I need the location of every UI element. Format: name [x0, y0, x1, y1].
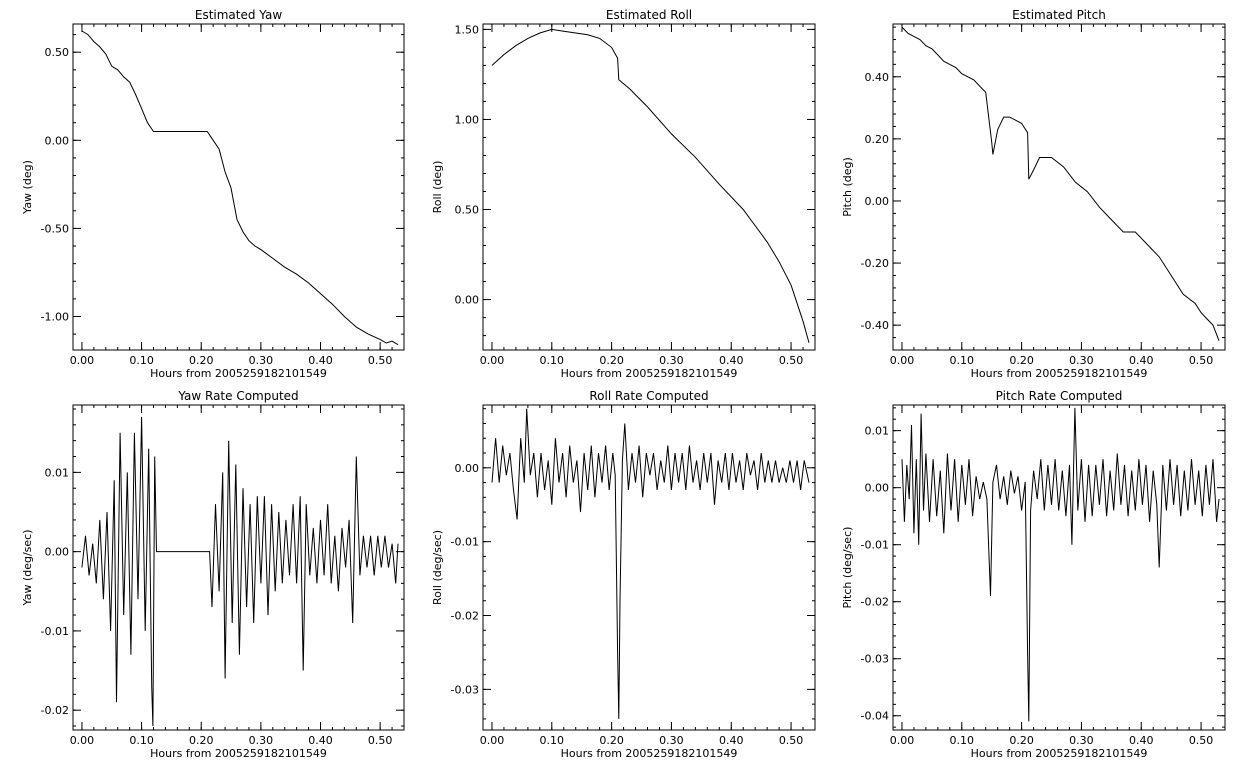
x-tick-label: 0.10: [540, 734, 565, 747]
x-tick-label: 0.00: [890, 734, 915, 747]
y-tick-label: 0.01: [45, 466, 70, 479]
x-tick-label: 0.40: [308, 354, 333, 367]
chart-title: Estimated Pitch: [1012, 8, 1106, 22]
y-axis-label: Pitch (deg/sec): [841, 527, 854, 609]
chart-panel-1: Estimated Yaw Hours from 2005259182101549…: [21, 8, 405, 380]
x-tick-label: 0.00: [70, 354, 95, 367]
x-tick-label: 0.50: [779, 354, 804, 367]
x-tick-label: 0.50: [1189, 734, 1214, 747]
y-tick-label: 0.00: [45, 546, 70, 559]
x-axis-label: Hours from 2005259182101549: [971, 747, 1148, 760]
x-tick-label: 0.30: [249, 354, 274, 367]
x-tick-label: 0.30: [659, 354, 684, 367]
y-tick-label: 0.00: [865, 482, 890, 495]
chart-title: Estimated Roll: [606, 8, 692, 22]
x-tick-label: 0.40: [719, 354, 744, 367]
x-tick-label: 0.20: [599, 734, 624, 747]
x-tick-label: 0.50: [368, 354, 393, 367]
y-tick-label: -0.03: [451, 683, 479, 696]
y-tick-label: 0.00: [455, 294, 480, 307]
y-tick-label: -1.00: [41, 311, 69, 324]
chart-title: Yaw Rate Computed: [177, 389, 298, 403]
y-axis-label: Yaw (deg/sec): [21, 529, 34, 606]
x-tick-label: 0.10: [950, 734, 975, 747]
x-tick-label: 0.40: [1129, 734, 1154, 747]
y-tick-label: -0.03: [861, 653, 889, 666]
y-tick-label: -0.01: [41, 625, 69, 638]
y-tick-label: -0.20: [861, 257, 889, 270]
series-line-1: [491, 28, 810, 343]
y-tick-label: 0.01: [865, 425, 890, 438]
chart-panel-5: Roll Rate Computed Hours from 20052591821…: [431, 389, 816, 760]
y-axis-label: Yaw (deg): [21, 160, 34, 215]
y-axis-label: Pitch (deg): [841, 157, 854, 217]
x-tick-label: 0.20: [189, 734, 214, 747]
x-tick-label: 0.10: [950, 354, 975, 367]
plot-frame: [892, 23, 1226, 351]
y-tick-label: 0.00: [45, 134, 70, 147]
chart-panel-3: Estimated Pitch Hours from 20052591821015…: [841, 8, 1226, 380]
series-line-1: [901, 407, 1220, 722]
x-axis-label: Hours from 2005259182101549: [971, 367, 1148, 380]
plot-frame: [482, 404, 816, 731]
y-tick-label: 1.50: [455, 23, 480, 36]
plot-frame: [892, 404, 1226, 731]
y-tick-label: 0.40: [865, 71, 890, 84]
x-tick-label: 0.20: [599, 354, 624, 367]
x-tick-label: 0.00: [70, 734, 95, 747]
plot-frame: [72, 23, 405, 351]
chart-panel-4: Yaw Rate Computed Hours from 200525918210…: [21, 389, 405, 760]
x-tick-label: 0.20: [1009, 734, 1034, 747]
y-axis-label: Roll (deg): [431, 161, 444, 214]
series-line-1: [491, 408, 810, 719]
y-tick-label: 0.00: [455, 462, 480, 475]
chart-title: Estimated Yaw: [195, 8, 282, 22]
y-tick-label: 0.20: [865, 133, 890, 146]
x-tick-label: 0.20: [189, 354, 214, 367]
y-axis-label: Roll (deg/sec): [431, 530, 444, 605]
x-tick-label: 0.30: [249, 734, 274, 747]
series-line-1: [81, 30, 399, 346]
x-tick-label: 0.00: [480, 734, 505, 747]
x-tick-label: 0.40: [1129, 354, 1154, 367]
y-tick-label: -0.40: [861, 319, 889, 332]
x-tick-label: 0.30: [1069, 354, 1094, 367]
chart-title: Roll Rate Computed: [589, 389, 708, 403]
x-tick-label: 0.10: [129, 354, 154, 367]
y-tick-label: 1.00: [455, 113, 480, 126]
x-axis-label: Hours from 2005259182101549: [561, 367, 738, 380]
y-tick-label: -0.50: [41, 222, 69, 235]
x-tick-label: 0.20: [1009, 354, 1034, 367]
x-tick-label: 0.10: [540, 354, 565, 367]
y-tick-label: -0.02: [861, 596, 889, 609]
plot-frame: [482, 23, 816, 351]
y-tick-label: 0.00: [865, 195, 890, 208]
x-tick-label: 0.00: [890, 354, 915, 367]
chart-title: Pitch Rate Computed: [996, 389, 1123, 403]
x-tick-label: 0.50: [779, 734, 804, 747]
y-tick-label: 0.50: [455, 204, 480, 217]
x-tick-label: 0.40: [719, 734, 744, 747]
x-tick-label: 0.30: [1069, 734, 1094, 747]
x-tick-label: 0.50: [1189, 354, 1214, 367]
chart-panel-6: Pitch Rate Computed Hours from 2005259182…: [841, 389, 1226, 760]
x-tick-label: 0.50: [368, 734, 393, 747]
x-axis-label: Hours from 2005259182101549: [561, 747, 738, 760]
x-axis-label: Hours from 2005259182101549: [150, 367, 327, 380]
y-tick-label: -0.04: [861, 710, 889, 723]
y-tick-label: -0.02: [451, 610, 479, 623]
y-tick-label: 0.50: [45, 46, 70, 59]
x-tick-label: 0.40: [308, 734, 333, 747]
x-tick-label: 0.10: [129, 734, 154, 747]
y-tick-label: -0.01: [861, 539, 889, 552]
x-tick-label: 0.00: [480, 354, 505, 367]
chart-panel-2: Estimated Roll Hours from 200525918210154…: [431, 8, 816, 380]
x-tick-label: 0.30: [659, 734, 684, 747]
series-line-1: [81, 416, 399, 727]
x-axis-label: Hours from 2005259182101549: [150, 747, 327, 760]
series-line-1: [901, 26, 1220, 341]
y-tick-label: -0.02: [41, 704, 69, 717]
y-tick-label: -0.01: [451, 536, 479, 549]
